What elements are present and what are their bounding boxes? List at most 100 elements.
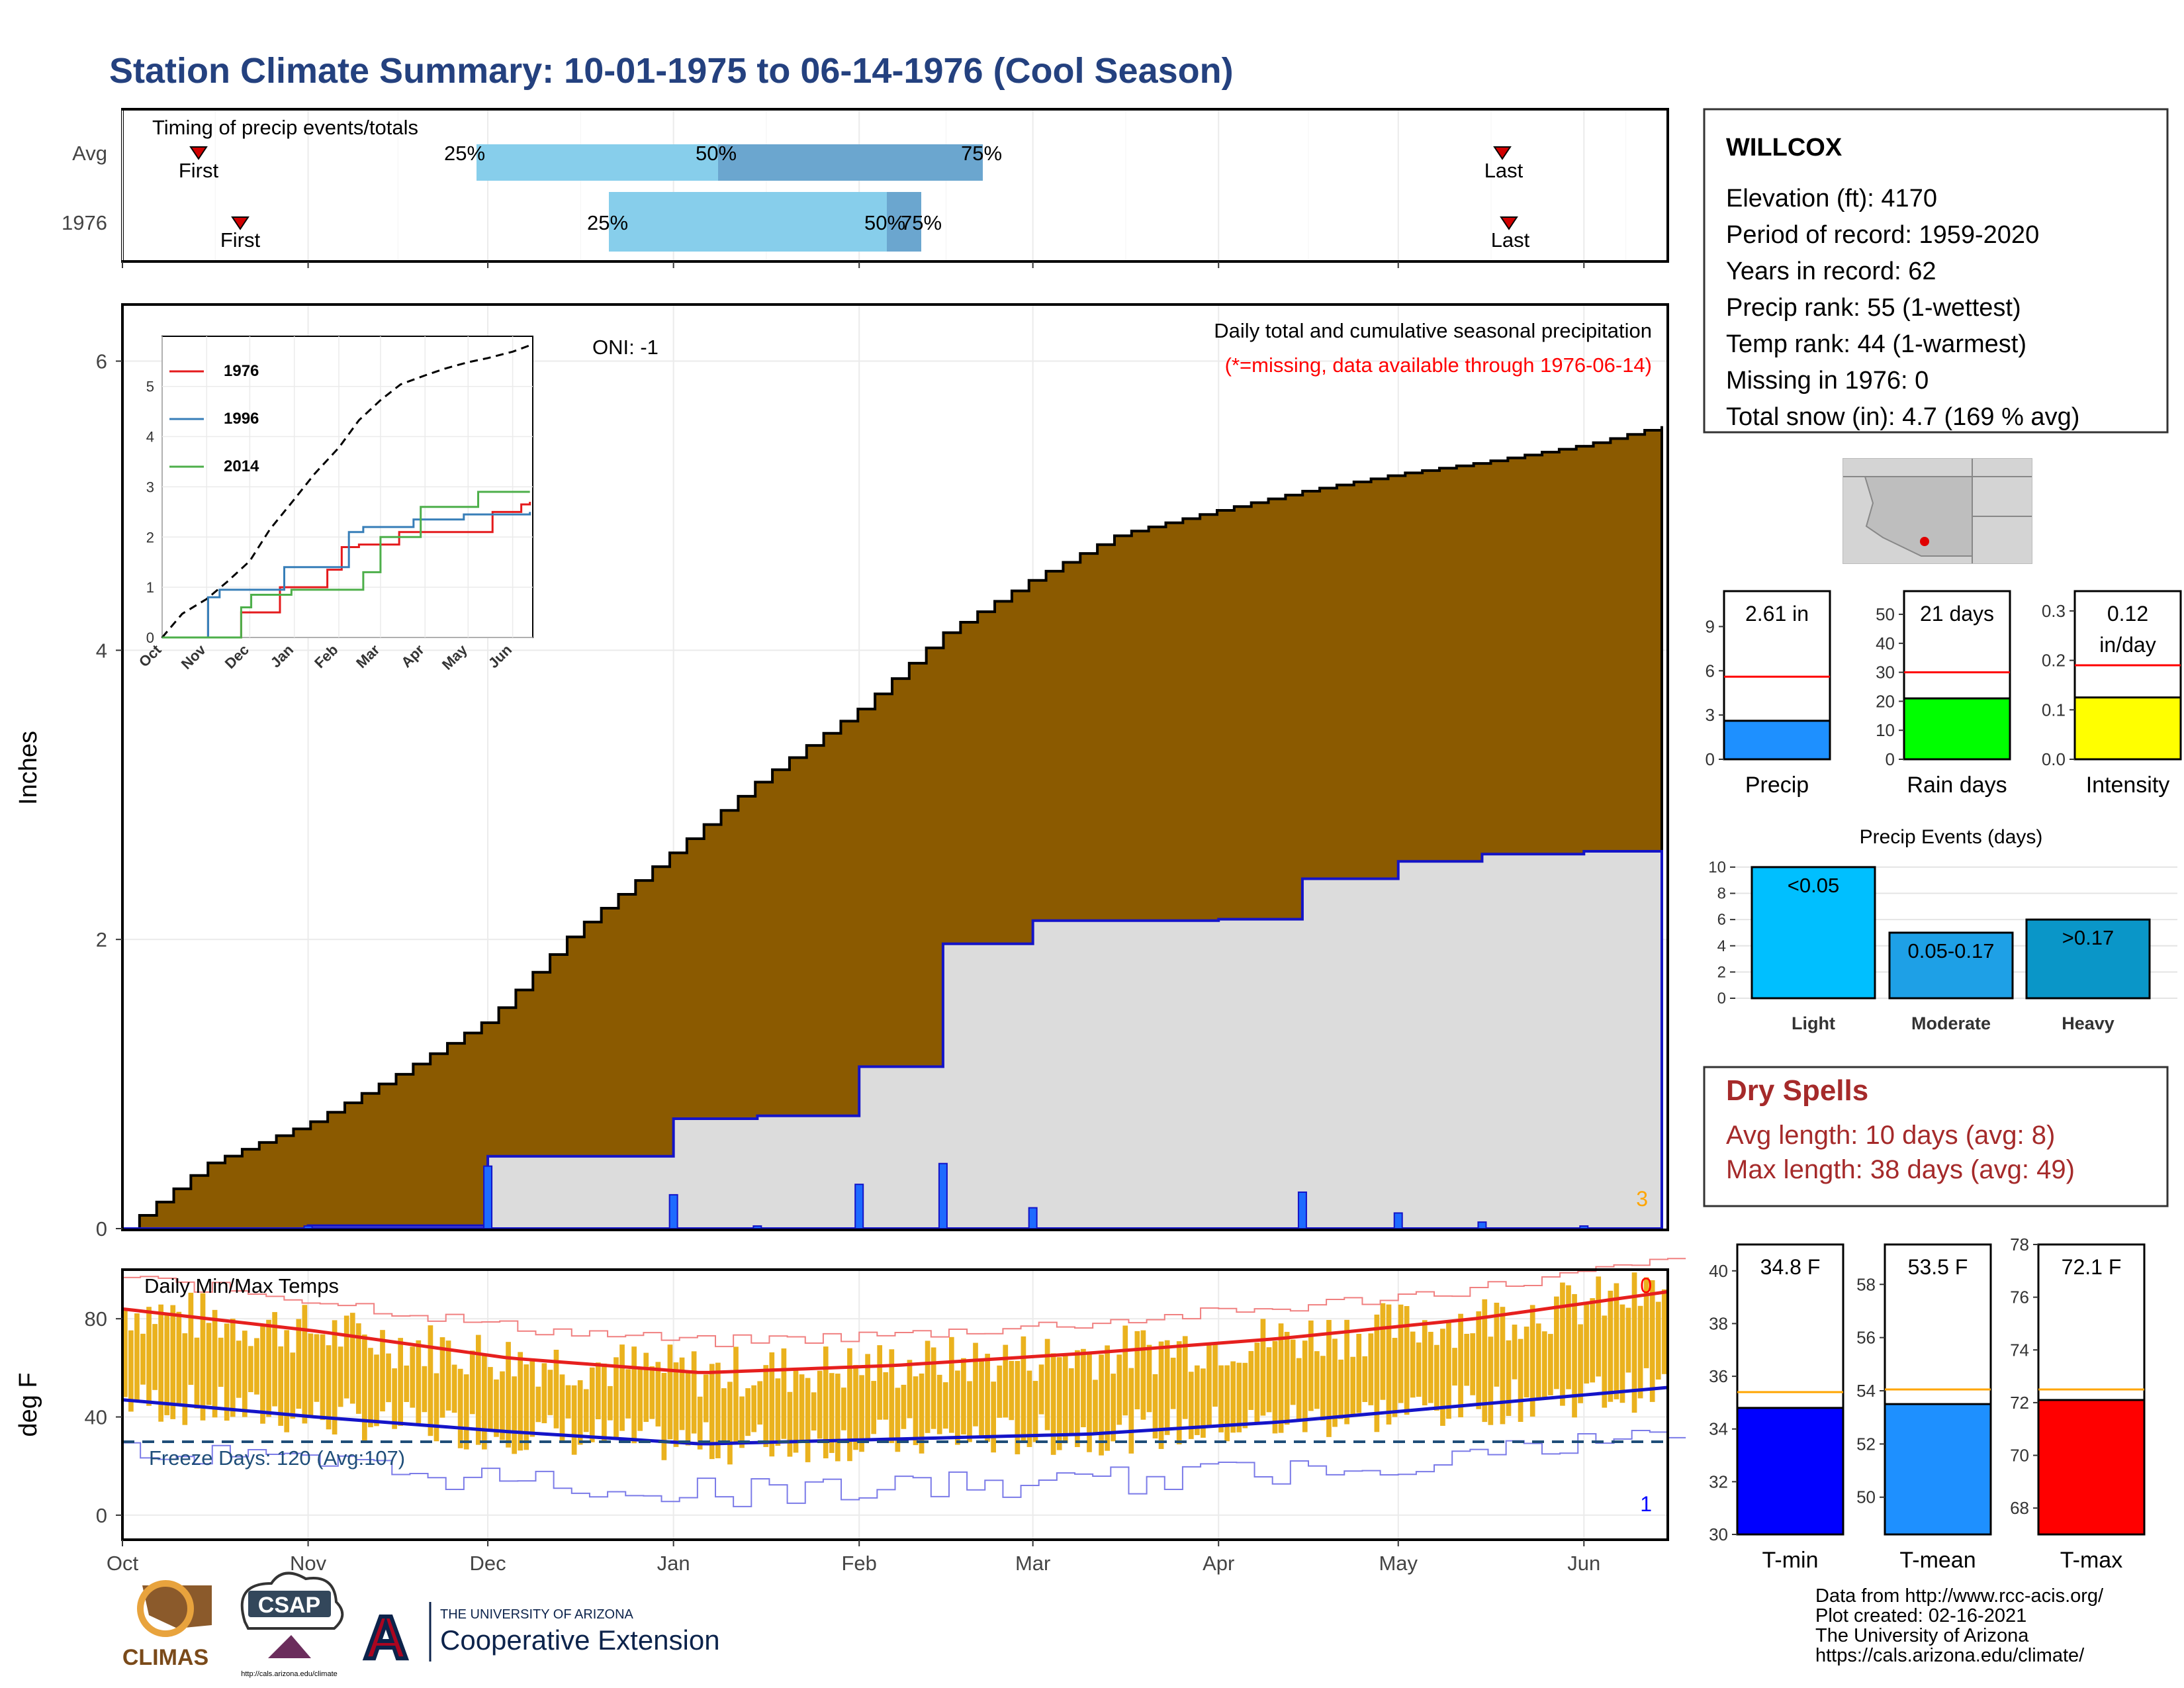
daily-precip-bar [752, 1225, 762, 1230]
timing-1976-q50-q75-bar [887, 192, 921, 252]
daily-temp-bar [1625, 1307, 1631, 1373]
temp-y-axis: 0 40 80 [85, 1307, 122, 1527]
daily-temp-bar [242, 1331, 248, 1417]
mini-chart-tick-label: 30 [1709, 1524, 1728, 1544]
mini-chart-tick-label: 50 [1876, 604, 1895, 624]
daily-temp-bar [451, 1364, 457, 1413]
ua-small-text: THE UNIVERSITY OF ARIZONA [440, 1607, 634, 1622]
daily-temp-bar [1619, 1304, 1625, 1403]
daily-temp-bar [865, 1354, 870, 1440]
temp-y-tick-label: 0 [96, 1504, 107, 1527]
inset-y-tick-label: 1 [146, 579, 154, 596]
mini-chart-t-min: 30 32 34 36 38 40 34.8 F T-min [1709, 1243, 1844, 1573]
timing-1976-25-label: 25% [587, 211, 628, 234]
mini-chart-intensity: 0.0 0.1 0.2 0.3 0.12 in/day Intensity [2042, 590, 2182, 798]
daily-temp-bar [1254, 1342, 1260, 1423]
ua-block-a-icon: A [364, 1604, 408, 1671]
station-location-dot [1920, 537, 1929, 546]
daily-temp-bar [811, 1392, 817, 1431]
daily-temp-bar [1404, 1306, 1410, 1415]
daily-temp-bar [206, 1323, 212, 1405]
events-category-label: Heavy [2062, 1013, 2115, 1033]
daily-temp-bar [1290, 1339, 1296, 1405]
daily-temp-bar [302, 1305, 308, 1424]
daily-temp-bar [979, 1358, 984, 1436]
mini-chart-tick-label: 6 [1706, 661, 1715, 680]
mini-chart-value-bar [1723, 720, 1831, 761]
inset-line-1976 [162, 502, 531, 639]
daily-temp-bar [1350, 1356, 1356, 1416]
footer-line-2: Plot created: 02-16-2021 [1815, 1605, 2026, 1626]
daily-temp-bar [883, 1372, 889, 1420]
daily-temp-bar [140, 1333, 146, 1385]
daily-temp-bar [625, 1369, 631, 1419]
csap-url: http://cals.arizona.edu/climate [241, 1670, 338, 1678]
mini-chart-label: T-max [2060, 1548, 2122, 1573]
daily-temp-bar [230, 1319, 236, 1417]
ua-logo: A THE UNIVERSITY OF ARIZONA Cooperative … [362, 1602, 720, 1673]
daily-temp-bar [128, 1330, 134, 1412]
daily-temp-bar [314, 1334, 320, 1402]
daily-temp-bar [1416, 1342, 1422, 1397]
inset-legend-label: 1996 [224, 410, 259, 428]
timing-1976-first-label: First [220, 228, 261, 252]
daily-temp-bars [122, 1272, 1667, 1465]
mini-chart-tick-label: 3 [1706, 705, 1715, 725]
daily-temp-bar [1356, 1333, 1362, 1413]
mini-chart-label: T-mean [1899, 1548, 1976, 1573]
daily-temp-bar [278, 1346, 284, 1426]
daily-temp-bar [889, 1349, 895, 1444]
daily-temp-bar [1314, 1351, 1320, 1409]
daily-temp-bar [1410, 1331, 1416, 1398]
daily-temp-bar [775, 1378, 781, 1446]
mini-chart-tick-label: 34 [1709, 1419, 1728, 1439]
daily-temp-bar [1470, 1333, 1476, 1395]
precip-corner-count: 3 [1636, 1187, 1648, 1211]
daily-temp-bar [745, 1388, 751, 1436]
timing-row-1976-label: 1976 [62, 211, 107, 234]
daily-temp-bar [343, 1315, 349, 1399]
daily-temp-bar [1116, 1354, 1122, 1425]
temp-y-tick-label: 80 [85, 1307, 107, 1331]
daily-temp-bar [799, 1374, 805, 1441]
daily-temp-bar [488, 1367, 493, 1431]
precip-y-tick-label: 4 [96, 639, 107, 662]
mini-chart-value-label: 34.8 F [1760, 1255, 1821, 1279]
daily-temp-bar [535, 1386, 541, 1423]
daily-temp-bar [1440, 1329, 1445, 1426]
timing-avg-last-label: Last [1484, 159, 1524, 182]
daily-temp-bar [733, 1346, 739, 1443]
mini-chart-value-bar [2037, 1399, 2146, 1536]
daily-temp-bar [553, 1349, 559, 1429]
daily-temp-bar [919, 1373, 925, 1454]
daily-temp-bar [877, 1345, 883, 1420]
daily-temp-bar [721, 1388, 727, 1442]
temp-y-tick-label: 40 [85, 1406, 107, 1429]
daily-temp-bar [512, 1376, 517, 1454]
daily-temp-bar [631, 1346, 637, 1444]
precip-y-axis: 0 2 4 6 [96, 350, 122, 1241]
dry-spells-box: Dry Spells Avg length: 10 days (avg: 8) … [1703, 1066, 2169, 1207]
daily-temp-bar [1452, 1348, 1457, 1386]
daily-temp-bar [463, 1374, 469, 1450]
daily-temp-bar [1260, 1319, 1266, 1416]
events-category-label: Moderate [1911, 1013, 1991, 1033]
daily-temp-bar [1584, 1303, 1589, 1384]
daily-temp-bar [1494, 1302, 1500, 1387]
mini-chart-tick-label: 30 [1876, 663, 1895, 682]
daily-temp-bar [823, 1346, 829, 1459]
daily-temp-bar [200, 1293, 206, 1421]
daily-precip-bar [938, 1162, 948, 1229]
station-detail-line: Missing in 1976: 0 [1726, 367, 1929, 395]
daily-temp-bar [967, 1381, 972, 1442]
daily-temp-bar [518, 1352, 523, 1451]
daily-temp-bar [667, 1344, 673, 1440]
temp-count-bottom: 1 [1640, 1492, 1652, 1516]
daily-temp-bar [1128, 1368, 1134, 1454]
station-detail-line: Elevation (ft): 4170 [1726, 185, 1937, 212]
daily-temp-bar [1272, 1340, 1278, 1434]
daily-temp-bar [997, 1365, 1003, 1418]
events-bar-moderate [1888, 931, 2014, 1000]
daily-temp-bar [355, 1323, 361, 1414]
daily-temp-bar [697, 1396, 703, 1450]
